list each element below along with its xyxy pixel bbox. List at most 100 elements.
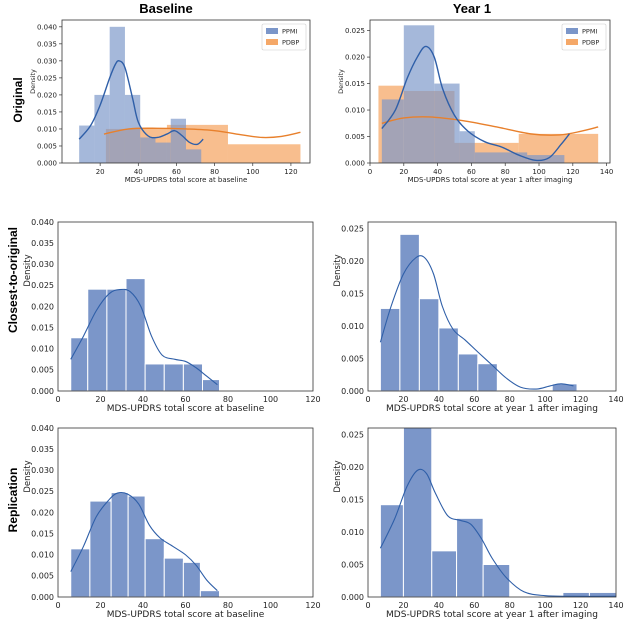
- original-year1-xlabel: MDS-UPDRS total score at year 1 after im…: [408, 176, 573, 184]
- closest-baseline-ppmi-bar-5: [163, 363, 184, 391]
- closest-baseline-axes-frame: [57, 221, 314, 392]
- original-year1-ppmi-bar-0: [381, 99, 404, 163]
- closest-baseline-chart: 0 20 40 60 80 100 120 0.000 0.005 0.010 0.015 0.020…: [23, 218, 321, 414]
- original-year1-ytick-5: 0.025: [345, 27, 365, 35]
- replication-year1-ytick-3: 0.015: [341, 495, 364, 504]
- replication-year1-xtick-4: 80: [505, 601, 515, 610]
- closest-baseline-xtick-5: 100: [263, 395, 278, 404]
- replication-baseline-xtick-5: 100: [263, 601, 278, 610]
- closest-year1-ytick-5: 0.025: [341, 224, 364, 233]
- original-year1-legend-swatch-pdbp: [566, 39, 578, 45]
- closest-year1-ytick-2: 0.010: [341, 322, 364, 331]
- replication-year1-xtick-0: 0: [365, 601, 370, 610]
- replication-year1-xtick-1: 20: [398, 601, 408, 610]
- replication-baseline-ytick-2: 0.010: [31, 551, 54, 560]
- closest-baseline-ppmi-bar-1: [87, 288, 108, 391]
- closest-year1-ytick-3: 0.015: [341, 289, 364, 298]
- closest-baseline-xtick-6: 120: [305, 395, 320, 404]
- closest-year1-ppmi-bar-3: [438, 327, 459, 391]
- original-year1-xtick-1: 20: [399, 168, 408, 176]
- replication-year1-plot-area: [379, 428, 616, 597]
- original-baseline-xtick-1: 40: [134, 168, 143, 176]
- original-year1-plot-area: [378, 25, 599, 163]
- original-year1-ppmi-kde-line: [381, 45, 570, 162]
- original-baseline-ppmi-bar-6: [170, 118, 186, 163]
- replication-year1-ylabel: Density: [333, 460, 343, 492]
- original-year1-legend-swatch-ppmi: [566, 28, 578, 34]
- closest-year1-xlabel: MDS-UPDRS total score at year 1 after im…: [386, 404, 598, 414]
- closest-baseline-ytick-2: 0.010: [31, 345, 54, 354]
- replication-baseline-ytick-7: 0.035: [31, 445, 54, 454]
- original-baseline-xtick-4: 100: [246, 168, 259, 176]
- replication-baseline-xlabel: MDS-UPDRS total score at baseline: [107, 610, 265, 620]
- replication-year1-ytick-1: 0.005: [341, 560, 364, 569]
- replication-baseline-plot-area: [70, 492, 221, 597]
- closest-year1-xtick-3: 60: [469, 395, 479, 404]
- row-title-original: Original: [11, 77, 25, 122]
- replication-baseline-ytick-4: 0.020: [31, 508, 54, 517]
- replication-baseline-ytick-6: 0.030: [31, 466, 54, 475]
- original-baseline-ytick-7: 0.035: [37, 40, 57, 48]
- closest-year1-xtick-5: 100: [537, 395, 552, 404]
- closest-baseline-ytick-3: 0.015: [31, 323, 54, 332]
- replication-year1-ytick-4: 0.020: [341, 463, 364, 472]
- replication-baseline-ytick-8: 0.040: [31, 424, 54, 433]
- replication-year1-xlabel: MDS-UPDRS total score at year 1 after im…: [386, 610, 598, 620]
- replication-baseline-ytick-5: 0.025: [31, 487, 54, 496]
- closest-year1-ppmi-bar-0: [379, 307, 401, 391]
- original-year1-ytick-2: 0.010: [345, 106, 365, 114]
- closest-year1-ppmi-bar-4: [457, 353, 479, 391]
- original-baseline-legend-swatch-ppmi: [266, 28, 278, 34]
- replication-year1-ytick-0: 0.000: [341, 593, 364, 602]
- replication-baseline-xtick-2: 40: [138, 601, 148, 610]
- closest-baseline-xtick-4: 80: [223, 395, 233, 404]
- closest-year1-ppmi-bar-2: [418, 298, 440, 391]
- closest-baseline-ppmi-bar-7: [202, 379, 220, 391]
- closest-year1-xtick-1: 20: [398, 395, 408, 404]
- original-baseline-ytick-2: 0.010: [37, 125, 57, 133]
- original-baseline-ylabel: Density: [29, 69, 37, 94]
- original-year1-ylabel: Density: [337, 69, 345, 94]
- replication-year1-xtick-5: 100: [537, 601, 552, 610]
- closest-year1-ppmi-bar-5: [477, 363, 498, 391]
- original-year1-ytick-3: 0.015: [345, 80, 365, 88]
- original-baseline-ppmi-bar-2: [109, 26, 125, 163]
- closest-baseline-ytick-0: 0.000: [31, 387, 54, 396]
- replication-baseline-chart: 0 20 40 60 80 100 120 0.000 0.005 0.010 0.015 0.020…: [23, 424, 321, 620]
- column-title-baseline: Baseline: [139, 1, 192, 16]
- original-year1-ppmi-bar-4: [474, 152, 528, 163]
- closest-baseline-xlabel: MDS-UPDRS total score at baseline: [107, 404, 265, 414]
- original-baseline-legend-label-ppmi: PPMI: [282, 28, 297, 36]
- replication-baseline-ppmi-bar-7: [199, 590, 221, 597]
- original-year1-xtick-6: 120: [566, 168, 579, 176]
- closest-year1-xtick-4: 80: [505, 395, 515, 404]
- closest-baseline-ytick-5: 0.025: [31, 281, 54, 290]
- original-baseline-xlabel: MDS-UPDRS total score at baseline: [125, 176, 248, 184]
- original-baseline-pdbp-kde-line: [103, 127, 301, 139]
- original-year1-xtick-5: 100: [532, 168, 545, 176]
- replication-year1-xtick-6: 120: [573, 601, 588, 610]
- replication-year1-ppmi-bar-2: [431, 550, 458, 597]
- replication-baseline-xtick-1: 20: [95, 601, 105, 610]
- original-baseline-xtick-0: 20: [96, 168, 105, 176]
- replication-baseline-ppmi-bar-0: [70, 548, 91, 597]
- original-baseline-plot-area: [78, 26, 301, 163]
- replication-baseline-xtick-6: 120: [305, 601, 320, 610]
- replication-baseline-ppmi-bar-5: [163, 557, 184, 597]
- closest-baseline-ylabel: Density: [23, 254, 33, 286]
- original-year1-legend-label-ppmi: PPMI: [582, 28, 597, 36]
- original-baseline-xtick-5: 120: [284, 168, 297, 176]
- closest-year1-chart: 0 20 40 60 80 100 120 140 0.000 0.005 0.010 0.015 0.…: [333, 221, 624, 414]
- original-baseline-xtick-2: 60: [172, 168, 181, 176]
- original-baseline-ppmi-kde-line: [78, 60, 204, 146]
- original-year1-legend: PPMI PDBP: [561, 23, 607, 51]
- original-year1-xtick-2: 40: [433, 168, 442, 176]
- closest-baseline-ytick-7: 0.035: [31, 239, 54, 248]
- replication-year1-ppmi-kde-line: [379, 468, 616, 597]
- closest-baseline-ppmi-bar-4: [144, 363, 165, 391]
- replication-year1-axes-frame: [367, 427, 617, 598]
- original-baseline-legend: PPMI PDBP: [261, 23, 307, 51]
- original-baseline-ppmi-bar-4: [140, 137, 156, 163]
